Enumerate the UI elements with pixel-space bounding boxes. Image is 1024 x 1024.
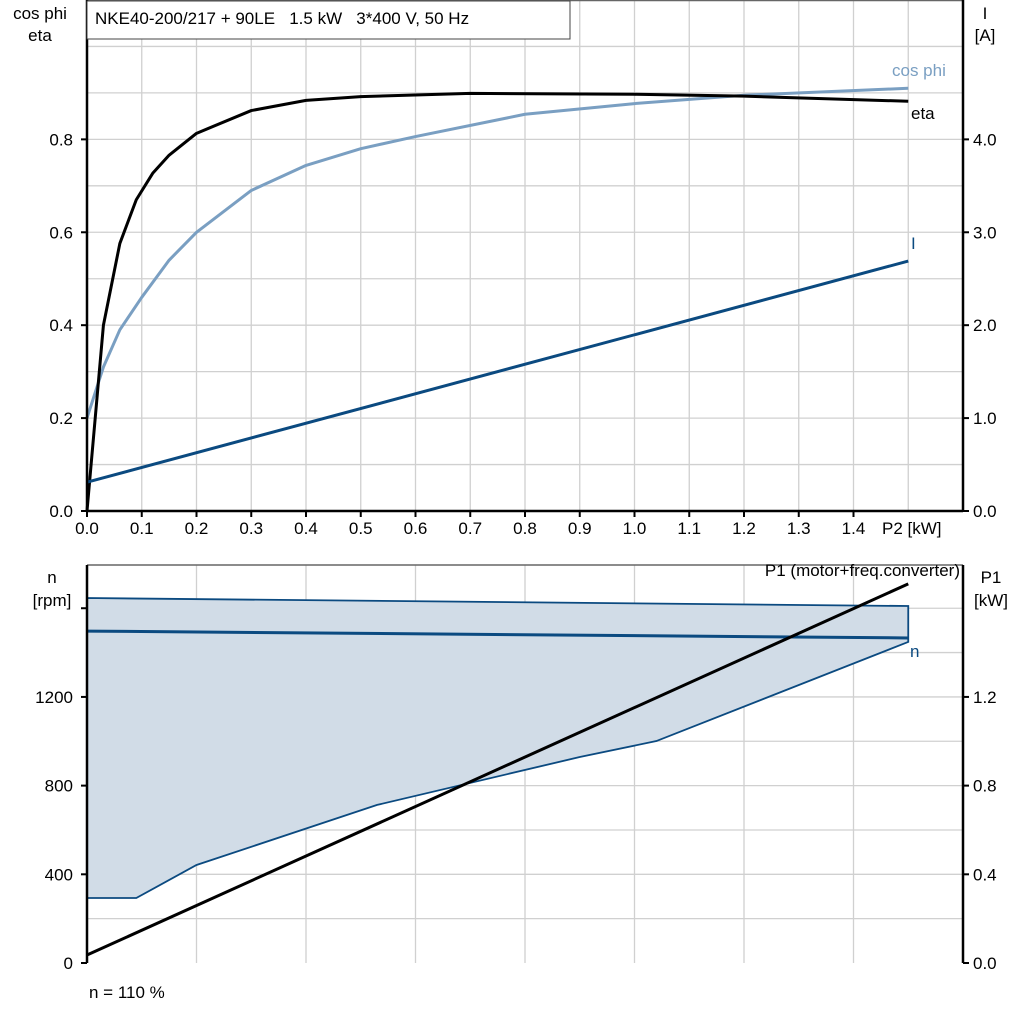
x-tick-label: 0.7	[458, 519, 482, 538]
y-right-tick-label: 3.0	[973, 223, 997, 242]
x-tick-label: 0.2	[185, 519, 209, 538]
series-eta	[85, 91, 909, 512]
x-tick-label: 0.0	[75, 519, 99, 538]
x-tick-label: 0.9	[568, 519, 592, 538]
x-tick-label: 1.4	[842, 519, 866, 538]
y-left-tick-label: 0.4	[49, 316, 73, 335]
bottom-left-ylabel-2: [rpm]	[33, 591, 72, 610]
chart-marks	[85, 86, 910, 957]
y-right-tick-label: 1.2	[973, 688, 997, 707]
x-tick-label: 0.5	[349, 519, 373, 538]
y-right-tick-label: 0.0	[973, 502, 997, 521]
n-operating-range	[86, 597, 910, 899]
y-right-tick-label: 2.0	[973, 316, 997, 335]
top-left-ylabel-2: eta	[28, 26, 52, 45]
y-left-tick-label: 0.2	[49, 409, 73, 428]
bottom-right-ylabel-1: P1	[981, 568, 1002, 587]
series-n	[86, 629, 909, 640]
top-right-ylabel-2: [A]	[975, 26, 996, 45]
axes: 0.0 0.1 0.2 0.3 0.4 0.5 0.6 0.7 0.8 0.9 1.0 1.1 1.2 1…	[35, 0, 997, 973]
top-right-ylabel-1: I	[983, 4, 988, 23]
y-right-tick-label: 0.0	[973, 954, 997, 973]
p1-label: P1 (motor+freq.converter)	[765, 561, 960, 580]
y-left-tick-label: 1200	[35, 688, 73, 707]
series-P1-motor-freq-converter-	[86, 582, 909, 957]
series-I	[86, 259, 909, 484]
x-tick-label: 1.0	[623, 519, 647, 538]
current-label: I	[911, 234, 916, 253]
chart-title: NKE40-200/217 + 90LE 1.5 kW 3*400 V, 50 …	[95, 9, 469, 28]
title-box	[86, 0, 571, 40]
y-left-tick-label: 0	[64, 954, 73, 973]
eta-label: eta	[911, 104, 935, 123]
y-left-tick-label: 800	[45, 777, 73, 796]
y-right-tick-label: 0.8	[973, 777, 997, 796]
x-tick-label: 0.4	[294, 519, 318, 538]
x-tick-label: 0.6	[404, 519, 428, 538]
x-tick-label: 1.1	[677, 519, 701, 538]
x-tick-label: 1.3	[787, 519, 811, 538]
n-label: n	[910, 642, 919, 661]
top-grid	[87, 0, 963, 511]
x-tick-label: 0.1	[130, 519, 154, 538]
bottom-right-ylabel-2: [kW]	[974, 591, 1008, 610]
footnote: n = 110 %	[89, 983, 165, 1002]
y-left-tick-label: 0.8	[49, 130, 73, 149]
series-cos-phi	[85, 86, 909, 419]
x-tick-label: 0.8	[513, 519, 537, 538]
top-xlabel: P2 [kW]	[882, 519, 942, 538]
x-tick-label: 0.3	[239, 519, 263, 538]
cos-phi-label: cos phi	[892, 61, 946, 80]
y-left-tick-label: 0.0	[49, 502, 73, 521]
y-right-tick-label: 0.4	[973, 865, 997, 884]
y-right-tick-label: 4.0	[973, 130, 997, 149]
y-left-tick-label: 0.6	[49, 223, 73, 242]
y-right-tick-label: 1.0	[973, 409, 997, 428]
top-left-ylabel-1: cos phi	[13, 4, 67, 23]
x-tick-label: 1.2	[732, 519, 756, 538]
y-left-tick-label: 400	[45, 865, 73, 884]
bottom-left-ylabel-1: n	[47, 568, 56, 587]
